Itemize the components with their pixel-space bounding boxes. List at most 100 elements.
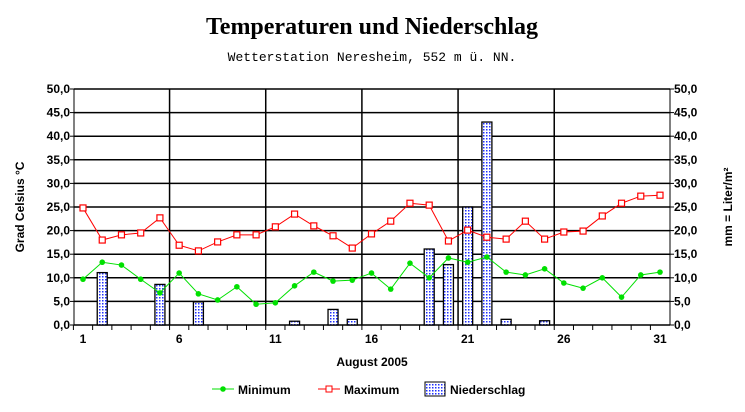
- min-point: [80, 276, 86, 283]
- x-tick-label: 16: [365, 332, 379, 346]
- max-point: [175, 241, 183, 249]
- x-tick-label: 21: [461, 332, 475, 346]
- rain-bar: [192, 301, 205, 326]
- rain-bar: [462, 206, 474, 326]
- legend-marker-niederschlag: [424, 381, 446, 397]
- rain-bar: [538, 320, 551, 326]
- min-point: [503, 269, 509, 275]
- min-point: [137, 276, 144, 283]
- x-tick-label: 26: [557, 332, 571, 346]
- y2-tick-label: 40,0: [674, 129, 698, 143]
- min-point: [387, 286, 394, 292]
- y-axis-label: Grad Celsius °C: [13, 161, 27, 252]
- legend-marker-maximum: [325, 385, 333, 393]
- min-point: [311, 269, 317, 275]
- y2-tick-label: 30,0: [674, 176, 698, 190]
- y-tick-label: 50,0: [47, 82, 71, 96]
- y2-tick-label: 0,0: [674, 318, 691, 332]
- y2-tick-label: 35,0: [674, 153, 698, 167]
- max-point: [464, 226, 472, 234]
- min-point: [618, 294, 625, 300]
- min-point: [253, 301, 259, 308]
- rain-bar: [500, 318, 512, 326]
- y2-tick-label: 5,0: [674, 294, 691, 308]
- max-point: [502, 235, 510, 243]
- min-point: [580, 285, 586, 291]
- rain-bar: [327, 308, 339, 326]
- rain-bar: [442, 263, 455, 326]
- max-point: [540, 235, 549, 243]
- min-point: [234, 283, 240, 290]
- min-point: [99, 259, 106, 266]
- min-point: [214, 297, 221, 303]
- max-point: [425, 201, 433, 209]
- y-tick-label: 20,0: [47, 224, 71, 238]
- max-point: [117, 231, 126, 239]
- max-point: [483, 233, 491, 241]
- legend-marker-minimum: [220, 386, 226, 392]
- min-point: [541, 266, 548, 272]
- min-point: [426, 275, 433, 281]
- min-point: [118, 262, 125, 268]
- rain-bar: [154, 283, 166, 326]
- max-point: [271, 223, 279, 231]
- max-point: [656, 191, 664, 199]
- min-point: [599, 275, 606, 281]
- y-tick-label: 30,0: [47, 176, 71, 190]
- min-point: [349, 277, 356, 283]
- y-tick-label: 0,0: [53, 318, 70, 332]
- max-point: [348, 244, 356, 252]
- y2-tick-label: 10,0: [674, 271, 698, 285]
- min-point: [157, 290, 163, 296]
- chart-subtitle: Wetterstation Neresheim, 552 m ü. NN.: [228, 50, 517, 65]
- max-point: [521, 217, 529, 225]
- y2-tick-label: 15,0: [674, 247, 698, 261]
- max-point: [329, 232, 337, 240]
- max-point: [233, 231, 241, 239]
- min-point: [291, 283, 298, 289]
- y-tick-label: 40,0: [47, 129, 71, 143]
- y-tick-label: 10,0: [47, 271, 71, 285]
- min-point: [445, 255, 452, 261]
- x-tick-label: 11: [269, 332, 282, 346]
- min-point: [657, 269, 663, 275]
- max-point: [252, 231, 260, 239]
- y2-axis-label: mm = Liter/m²: [721, 167, 735, 246]
- legend-label-maximum: Maximum: [344, 383, 399, 397]
- y-tick-label: 5,0: [53, 294, 70, 308]
- max-point: [290, 210, 299, 218]
- min-point: [330, 278, 336, 284]
- y2-tick-label: 25,0: [674, 200, 698, 214]
- y-tick-label: 35,0: [47, 153, 71, 167]
- max-point: [98, 236, 106, 244]
- y-tick-label: 25,0: [47, 200, 71, 214]
- max-point: [194, 247, 202, 255]
- y-tick-label: 15,0: [47, 247, 71, 261]
- min-point: [561, 280, 567, 286]
- min-point: [195, 291, 202, 297]
- rain-bar: [481, 121, 493, 326]
- x-tick-label: 31: [653, 332, 667, 346]
- max-point: [214, 238, 222, 246]
- max-point: [137, 229, 145, 237]
- chart-title: Temperaturen und Niederschlag: [206, 14, 538, 40]
- max-point: [367, 230, 376, 238]
- min-point: [522, 272, 529, 278]
- max-point: [617, 199, 626, 207]
- max-point: [310, 222, 318, 230]
- y2-tick-label: 45,0: [674, 106, 698, 120]
- max-point: [598, 212, 606, 220]
- max-point: [444, 237, 453, 245]
- max-point: [387, 217, 395, 225]
- max-point: [79, 204, 87, 212]
- min-point: [368, 270, 375, 276]
- max-point: [406, 199, 414, 207]
- y2-tick-label: 20,0: [674, 224, 698, 238]
- rain-bar: [96, 271, 108, 326]
- min-point: [272, 300, 279, 306]
- y-tick-label: 45,0: [47, 106, 71, 120]
- max-point: [637, 192, 645, 200]
- min-point: [407, 260, 413, 266]
- rain-bar: [288, 320, 301, 326]
